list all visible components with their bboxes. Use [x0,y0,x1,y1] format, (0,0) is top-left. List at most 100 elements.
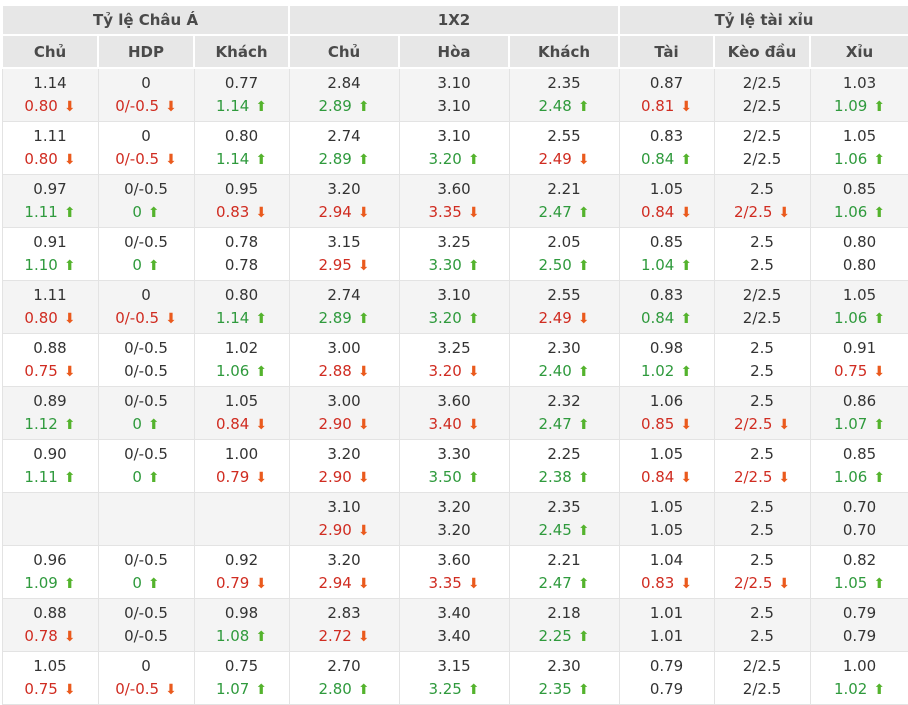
odds-cell-1x2-away: 2.21 2.47 ⬆ [508,545,620,599]
opening-odds-value: 3.60 [437,179,471,198]
odds-row: 3.10 2.90 ⬇ 3.20 3.20 2.35 2.45 ⬆ 1.05 1.05 2.5 2.5… [1,492,908,546]
live-odds-value: 1.12 ⬆ [24,414,76,433]
up-arrow-icon: ⬆ [577,363,590,380]
opening-odds-value: 2.30 [547,656,581,675]
odds-cell-ou-under: 0.86 1.07 ⬆ [809,386,908,440]
live-odds-value: 3.20 ⬆ [428,308,480,327]
live-odds-value: 0/-0.5 ⬇ [115,96,177,115]
live-odds-value: 0.81 ⬇ [640,96,693,115]
opening-odds-value: 2.5 [750,498,774,516]
col-header-ou-over: Tài [618,34,716,69]
live-odds-value: 2.49 ⬇ [538,308,590,327]
live-odds-value: 1.06 ⬆ [833,308,886,327]
opening-odds-value: 2.21 [547,550,581,569]
odds-cell-ou-over: 1.05 1.05 [618,492,715,546]
live-odds-value: 2.45 ⬆ [538,520,590,539]
live-odds-value: 2.90 ⬇ [318,520,370,539]
live-odds-value: 0 ⬆ [132,414,160,433]
odds-cell-1x2-away: 2.35 2.45 ⬆ [508,492,620,546]
odds-cell-ou-under: 1.05 1.06 ⬆ [809,280,908,334]
odds-cell-1x2-draw: 3.10 3.20 ⬆ [398,121,510,175]
down-arrow-icon: ⬇ [357,204,370,221]
opening-odds-value: 1.05 [224,391,259,410]
up-arrow-icon: ⬆ [147,575,160,592]
opening-odds-value: 2.18 [547,603,581,622]
opening-odds-value: 3.15 [437,656,471,675]
odds-cell-1x2-away: 2.25 2.38 ⬆ [508,439,620,493]
opening-odds-value: 0.91 [33,232,67,251]
opening-odds-value: 3.00 [327,338,361,357]
live-odds-value: 0.84 ⬇ [215,414,268,433]
opening-odds-value [3,496,98,519]
live-odds-value: 3.20 ⬇ [428,361,480,380]
odds-cell-ou-under: 0.82 1.05 ⬆ [809,545,908,599]
opening-odds-value: 0.77 [224,73,259,92]
live-odds-value: 0/-0.5 ⬇ [115,149,177,168]
odds-table-body: 1.14 0.80 ⬇ 0 0/-0.5 ⬇ 0.77 1.14 ⬆ 2.84 2.89 ⬆ 3.10 3… [1,67,908,705]
col-header-ou-under: Xỉu [809,34,908,69]
odds-cell-ah-home [1,492,99,546]
live-odds-value: 1.04 ⬆ [640,255,693,274]
live-odds-value: 2.89 ⬆ [318,308,370,327]
opening-odds-value: 1.00 [224,444,259,463]
opening-odds-value: 2.5 [750,179,774,198]
opening-odds-value: 2.83 [327,603,361,622]
down-arrow-icon: ⬇ [357,628,370,645]
opening-odds-value: 0/-0.5 [124,232,168,251]
down-arrow-icon: ⬇ [778,204,791,221]
opening-odds-value: 3.20 [327,444,361,463]
odds-row: 0.91 1.10 ⬆ 0/-0.5 0 ⬆ 0.78 0.78 3.15 2.95 ⬇ 3.25 3.… [1,227,908,281]
odds-cell-ah-home: 0.97 1.11 ⬆ [1,174,99,228]
odds-cell-ah-home: 1.11 0.80 ⬇ [1,280,99,334]
odds-cell-ou-line: 2.5 2.5 [713,492,811,546]
opening-odds-value: 0.83 [649,126,684,145]
odds-cell-ah-away: 0.80 1.14 ⬆ [193,121,290,175]
opening-odds-value [195,496,289,519]
odds-cell-1x2-draw: 3.25 3.30 ⬆ [398,227,510,281]
opening-odds-value: 1.00 [842,656,877,675]
down-arrow-icon: ⬇ [680,469,693,486]
down-arrow-icon: ⬇ [255,575,268,592]
opening-odds-value: 0.96 [33,550,67,569]
opening-odds-value: 0/-0.5 [124,550,168,569]
odds-cell-1x2-home: 3.10 2.90 ⬇ [288,492,400,546]
opening-odds-value: 3.10 [437,74,471,92]
odds-cell-1x2-away: 2.05 2.50 ⬆ [508,227,620,281]
down-arrow-icon: ⬇ [357,575,370,592]
live-odds-value: 0.75 ⬇ [833,361,886,380]
odds-cell-ou-line: 2/2.5 2/2.5 [713,67,811,122]
opening-odds-value: 0.95 [224,179,259,198]
down-arrow-icon: ⬇ [680,204,693,221]
live-odds-value: 0.75 ⬇ [24,361,76,380]
opening-odds-value: 1.14 [33,73,67,92]
up-arrow-icon: ⬆ [467,681,480,698]
odds-cell-ou-over: 0.85 1.04 ⬆ [618,227,715,281]
down-arrow-icon: ⬇ [63,681,76,698]
live-odds-value: 0.79 [842,627,877,645]
opening-odds-value: 1.06 [649,391,684,410]
opening-odds-value: 0.89 [33,391,67,410]
odds-row: 0.96 1.09 ⬆ 0/-0.5 0 ⬆ 0.92 0.79 ⬇ 3.20 2.94 ⬇ 3.60 3… [1,545,908,599]
opening-odds-value: 0.91 [842,338,877,357]
odds-cell-ou-line: 2.5 2/2.5 ⬇ [713,545,811,599]
live-odds-value: 0.79 ⬇ [215,467,268,486]
odds-cell-ah-away: 0.95 0.83 ⬇ [193,174,290,228]
opening-odds-value: 0.79 [649,657,684,675]
live-odds-value: 1.14 ⬆ [215,96,268,115]
odds-cell-1x2-home: 3.20 2.94 ⬇ [288,174,400,228]
odds-cell-ou-over: 0.83 0.84 ⬆ [618,121,715,175]
live-odds-value: 0.78 ⬇ [24,626,76,645]
opening-odds-value: 3.10 [437,126,471,145]
header-group-asian-handicap: Tỷ lệ Châu Á [0,4,291,36]
down-arrow-icon: ⬇ [165,310,177,327]
up-arrow-icon: ⬆ [255,151,268,168]
odds-cell-ou-under: 1.00 1.02 ⬆ [809,651,908,705]
odds-cell-ah-away: 1.02 1.06 ⬆ [193,333,290,387]
odds-cell-ah-home: 0.96 1.09 ⬆ [1,545,99,599]
down-arrow-icon: ⬇ [63,151,76,168]
live-odds-value: 2.89 ⬆ [318,96,370,115]
opening-odds-value: 2/2.5 [742,127,782,145]
odds-cell-ou-line: 2.5 2/2.5 ⬇ [713,386,811,440]
live-odds-value: 0/-0.5 [124,627,168,645]
opening-odds-value: 1.02 [224,338,259,357]
